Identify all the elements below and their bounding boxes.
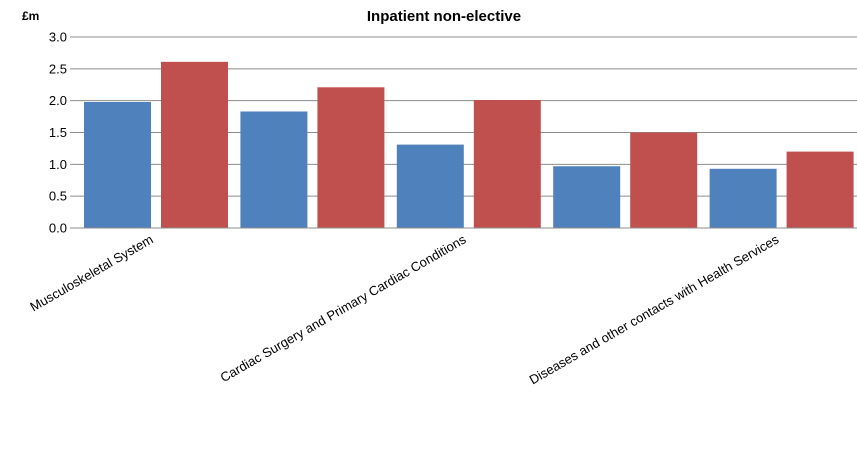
bar-series-2-cat-2 (317, 87, 385, 229)
x-axis-labels: Musculoskeletal System Cardiac Surgery an… (27, 231, 781, 387)
x-category-label: Musculoskeletal System (27, 232, 155, 315)
bar-series-2-cat-1 (161, 61, 228, 228)
y-tick-label: 1.5 (49, 125, 67, 140)
y-tick-label: 1.0 (49, 157, 67, 172)
y-tick-label: 3.0 (49, 30, 67, 45)
x-category-label: Cardiac Surgery and Primary Cardiac Cond… (218, 231, 469, 385)
y-tick-label: 0.0 (49, 221, 67, 236)
y-axis-unit-label: £m (22, 9, 39, 23)
bar-series-1-cat-1 (84, 101, 151, 228)
y-tick-label: 2.0 (49, 93, 67, 108)
bar-series-2-cat-5 (786, 151, 854, 228)
bar-series-1-cat-3 (396, 144, 464, 228)
y-axis-ticks: 0.0 0.5 1.0 1.5 2.0 2.5 3.0 (49, 30, 75, 236)
bar-series-2-cat-4 (630, 132, 698, 228)
chart-title: Inpatient non-elective (367, 8, 521, 25)
bars (84, 61, 854, 229)
y-tick-label: 0.5 (49, 189, 67, 204)
bar-series-1-cat-2 (240, 111, 308, 228)
bar-series-2-cat-3 (473, 100, 541, 228)
x-category-label: Diseases and other contacts with Health … (527, 231, 782, 387)
y-tick-label: 2.5 (49, 61, 67, 76)
bar-series-1-cat-5 (709, 168, 777, 228)
bar-series-1-cat-4 (553, 166, 621, 228)
